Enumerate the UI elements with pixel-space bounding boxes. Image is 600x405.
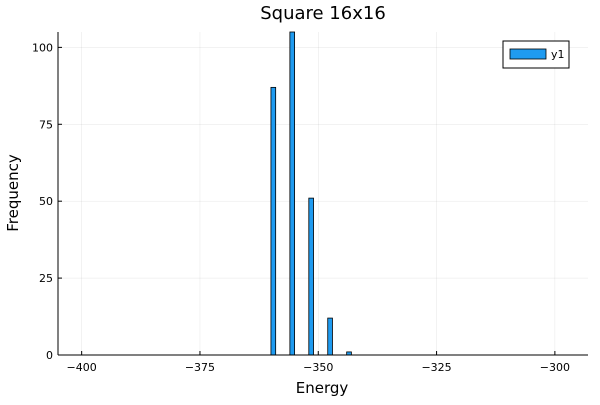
x-axis-label: Energy [296,379,349,397]
axes [57,32,588,356]
histogram-bar [270,86,277,356]
chart-title: Square 16x16 [260,3,386,24]
x-tick-label: −350 [303,361,333,374]
bars [270,31,352,356]
histogram-bar [308,197,314,356]
histogram-bar [289,31,296,356]
y-tick-label: 100 [32,41,53,54]
histogram-bar [327,317,333,356]
grid [58,32,588,356]
y-axis-label: Frequency [4,154,22,232]
y-tick-label: 75 [39,118,53,131]
y-tick-label: 25 [39,272,53,285]
x-tick-label: −400 [67,361,97,374]
legend-swatch-y1 [509,48,547,60]
x-tick-label: −300 [540,361,570,374]
x-tick-label: −325 [421,361,451,374]
legend: y1 [502,40,570,69]
tick-labels: −400 −375 −350 −325 −300 0 25 50 75 100 [32,41,570,374]
y-tick-label: 0 [46,349,53,362]
y-tick-label: 50 [39,195,53,208]
legend-label-y1: y1 [551,48,565,61]
x-tick-label: −375 [185,361,215,374]
